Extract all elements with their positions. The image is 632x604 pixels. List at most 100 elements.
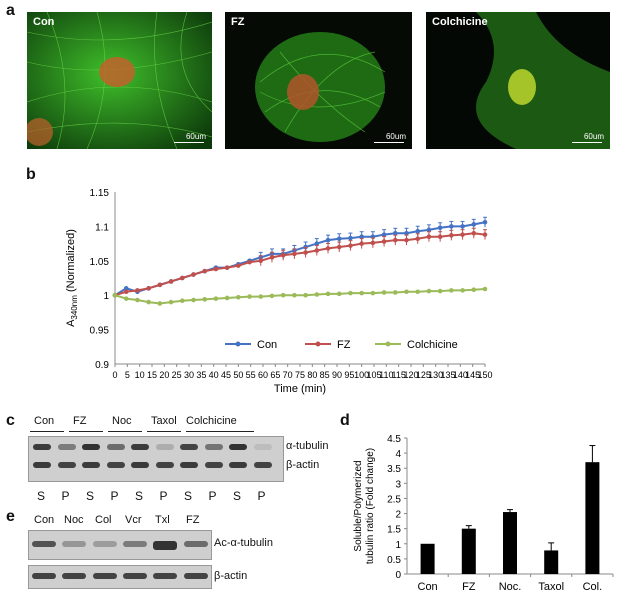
x-tick-label: 125 [416, 370, 431, 380]
y-tick-label: 2.5 [387, 494, 401, 505]
blot-membrane [28, 436, 284, 482]
data-point [292, 292, 297, 298]
data-point [482, 232, 488, 237]
group-underline [108, 431, 142, 432]
group-label: Taxol [151, 415, 177, 427]
panel-label-b: b [26, 166, 36, 183]
data-point [381, 232, 387, 237]
group-label: FZ [73, 415, 87, 427]
ac-tubulin-band [123, 541, 147, 547]
y-tick-label: 1.1 [95, 222, 109, 233]
x-tick-label: 85 [320, 370, 330, 380]
x-tick-label: 35 [196, 370, 206, 380]
x-tick-label: 60 [258, 370, 268, 380]
group-label: Con [34, 415, 55, 427]
alpha-tubulin-band [106, 444, 125, 450]
row-label: β-actin [286, 459, 320, 471]
data-point [460, 232, 465, 237]
x-tick-label: 115 [391, 370, 405, 380]
data-point [393, 230, 398, 236]
y-tick-label: 4.5 [387, 434, 401, 445]
group-underline [186, 431, 254, 432]
data-point [381, 239, 387, 244]
data-point [269, 255, 275, 260]
data-point [348, 290, 353, 296]
scale-text: 60um [385, 132, 406, 141]
beta-actin-band [253, 462, 272, 468]
data-point [404, 289, 409, 295]
y-tick-label: 4 [395, 449, 401, 460]
scale-text: 60um [185, 132, 206, 141]
data-point [359, 290, 364, 296]
data-point [236, 294, 241, 300]
data-point [112, 292, 118, 298]
data-point [348, 243, 353, 248]
alpha-tubulin-band [155, 444, 174, 450]
data-point [258, 258, 264, 264]
data-point [314, 292, 320, 297]
alpha-tubulin-band [82, 444, 100, 450]
group-underline [147, 431, 181, 432]
panel-label-d: d [340, 412, 350, 429]
data-point [449, 224, 454, 229]
data-point [303, 244, 308, 250]
legend-label: Con [257, 339, 277, 351]
row-label: α-tubulin [286, 440, 329, 452]
data-point [303, 292, 308, 298]
data-point [437, 225, 443, 231]
data-point [426, 227, 432, 233]
micrograph-fz: FZ 60um [225, 12, 412, 149]
x-tick-label: 45 [221, 370, 231, 380]
y-tick-label: 1 [395, 540, 401, 551]
data-point [247, 294, 252, 299]
beta-actin-band [57, 462, 76, 468]
data-point [348, 235, 353, 241]
data-point [393, 290, 398, 295]
beta-actin-band [155, 462, 174, 468]
beta-actin-band [93, 573, 117, 579]
legend-marker [235, 341, 241, 347]
bar [585, 462, 600, 574]
x-tick-label: 120 [403, 370, 418, 380]
y-axis-label: A340nm (Normalized) [65, 229, 79, 327]
lane-label: S [86, 489, 95, 503]
data-point [157, 301, 163, 306]
data-point [314, 248, 320, 253]
x-axis-label: Time (min) [274, 383, 326, 395]
group-label: Noc [112, 415, 132, 427]
x-tick-label: 0 [112, 370, 117, 380]
lane-label: S [135, 489, 144, 503]
scale-bar [374, 142, 404, 143]
ac-tubulin-band [153, 541, 177, 550]
data-point [336, 236, 342, 242]
row-label: Ac-α-tubulin [214, 537, 273, 549]
data-point [168, 279, 174, 284]
data-point [471, 230, 477, 236]
data-point [449, 233, 454, 238]
data-point [157, 282, 163, 288]
data-point [471, 222, 477, 227]
data-point [292, 251, 297, 257]
x-tick-label: 55 [246, 370, 256, 380]
micrograph-con: Con 60um [27, 12, 212, 149]
data-point [471, 287, 477, 292]
alpha-tubulin-band [253, 444, 272, 450]
beta-actin-band [123, 573, 147, 579]
x-tick-label: 105 [366, 370, 381, 380]
lane-label: S [37, 489, 46, 503]
data-point [426, 288, 432, 294]
polymerization-line-chart: 0.9 0.95 1 1.05 1.1 1.15 0 5 10 15 20 25 30 35 40 45 50 5… [65, 188, 493, 395]
data-point [325, 237, 331, 243]
data-point [258, 294, 264, 299]
bar [544, 550, 559, 574]
legend-marker [315, 341, 321, 347]
data-point [280, 252, 286, 258]
bar [461, 528, 476, 574]
x-tick-label: 130 [428, 370, 443, 380]
beta-actin-band [106, 462, 125, 468]
data-point [123, 296, 129, 301]
data-point [370, 290, 376, 296]
lane-label: Con [34, 514, 55, 526]
data-point [460, 288, 465, 293]
data-point [426, 234, 432, 240]
